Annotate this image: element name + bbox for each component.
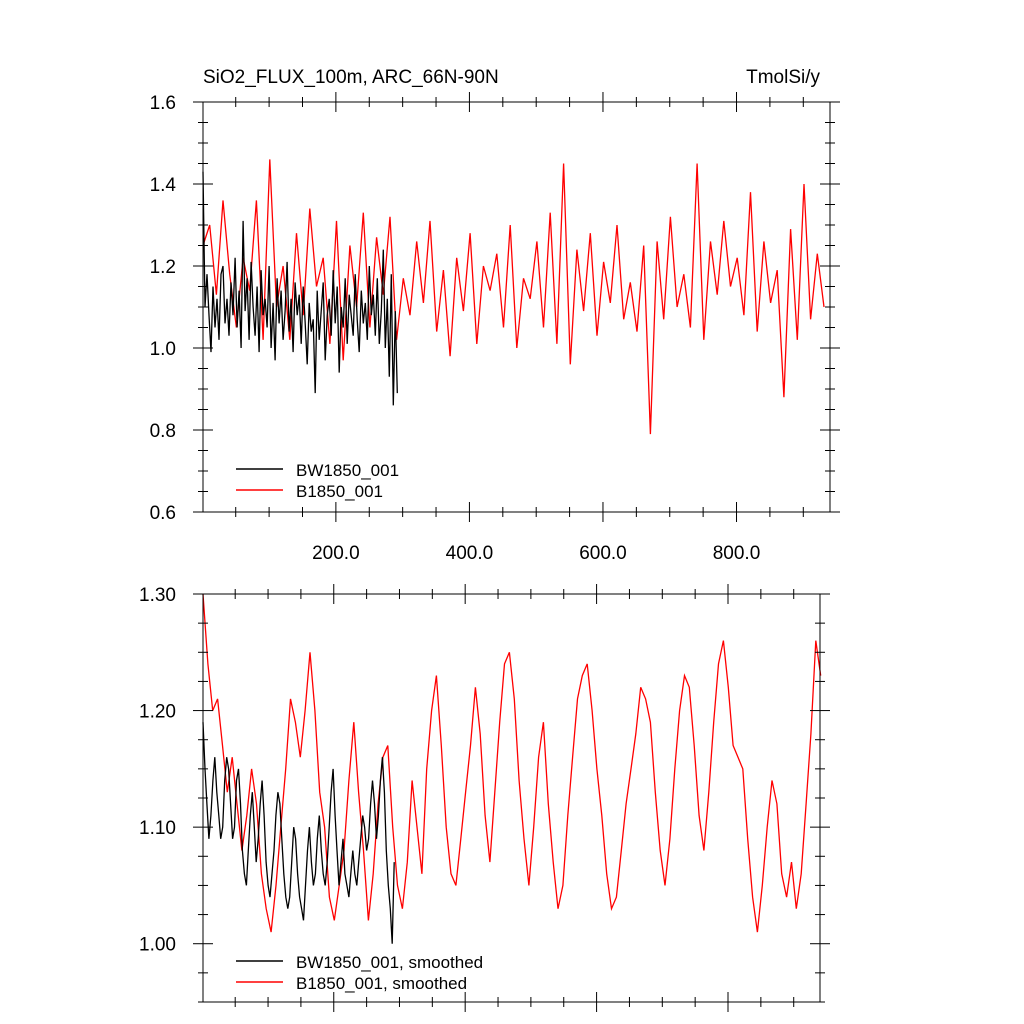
y-tick-label: 0.6 [150,503,176,524]
x-tick-label: 800.0 [713,543,761,564]
bottom-panel: 1.00 1.10 1.20 1.30 BW1850_001, smoothed B1… [139,584,830,1012]
bottom-series-lines [202,593,822,944]
y-tick-label: 1.10 [139,818,176,839]
x-tick-label: 600.0 [579,543,627,564]
bottom-legend: BW1850_001, smoothed B1850_001, smoothed [236,953,483,993]
series-line-0 [202,159,825,435]
bottom-legend-label-b: B1850_001, smoothed [296,974,467,993]
y-tick-label: 1.2 [150,257,176,278]
y-tick-label: 1.30 [139,585,176,606]
top-panel-title: SiO2_FLUX_100m, ARC_66N-90N [203,67,499,88]
y-tick-label: 1.4 [150,175,177,196]
bottom-legend-label-bw: BW1850_001, smoothed [296,953,483,972]
top-legend-label-b: B1850_001 [296,482,383,501]
series-line-1 [202,171,398,406]
y-tick-label: 1.0 [150,339,176,360]
top-series-lines [202,159,825,435]
x-tick-label: 400.0 [446,543,494,564]
series-line-0 [202,593,822,933]
top-panel: SiO2_FLUX_100m, ARC_66N-90N TmolSi/y 0.6… [150,67,840,564]
top-legend: BW1850_001 B1850_001 [236,461,399,501]
bottom-plot-frame [202,593,821,1003]
y-tick-label: 1.6 [150,93,176,114]
y-tick-label: 1.00 [139,935,176,956]
bottom-axis-ticks: 1.00 1.10 1.20 1.30 [139,584,830,1012]
x-tick-label: 200.0 [312,543,360,564]
series-line-1 [202,722,395,944]
y-tick-label: 1.20 [139,702,176,723]
top-axis-ticks: 0.6 0.8 1.0 1.2 1.4 1.6 200.0 400.0 600.0 800.0 [150,92,840,564]
top-panel-units: TmolSi/y [746,67,820,88]
y-tick-label: 0.8 [150,421,176,442]
top-legend-label-bw: BW1850_001 [296,461,399,480]
